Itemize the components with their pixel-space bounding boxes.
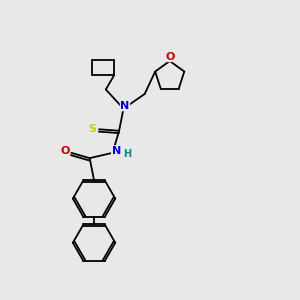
Text: O: O [60, 146, 70, 156]
Text: O: O [165, 52, 174, 61]
Text: N: N [120, 101, 130, 111]
Text: H: H [123, 149, 131, 159]
Text: N: N [112, 146, 121, 156]
Text: S: S [88, 124, 97, 134]
